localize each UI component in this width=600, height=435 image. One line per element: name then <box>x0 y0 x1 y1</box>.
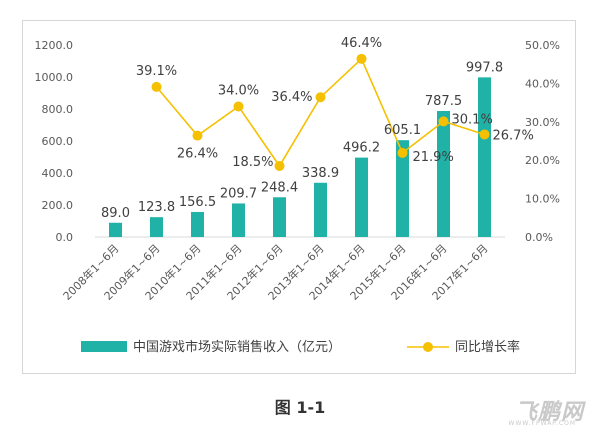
bar-value-label: 338.9 <box>302 166 339 181</box>
growth-point <box>479 129 490 140</box>
bar <box>396 140 409 237</box>
bar-value-label: 496.2 <box>343 141 380 156</box>
y-right-tick-label: 50.0% <box>525 39 560 52</box>
y-right-tick-label: 20.0% <box>525 154 560 167</box>
watermark-url: WWW.FPWAP.COM <box>508 420 576 427</box>
watermark-logo: 飞鹏网 <box>514 400 584 425</box>
bar-value-label: 997.8 <box>466 60 503 75</box>
bar-value-label: 123.8 <box>138 200 175 215</box>
bar <box>437 111 450 237</box>
y-left-tick-label: 800.0 <box>42 103 74 116</box>
y-left-tick-label: 600.0 <box>42 135 74 148</box>
legend-swatch-bars <box>81 341 127 352</box>
y-left-tick-label: 400.0 <box>42 167 74 180</box>
bar <box>314 182 327 237</box>
bar <box>478 77 491 237</box>
legend-swatch-marker <box>423 342 433 352</box>
y-left-tick-label: 0.0 <box>56 231 74 244</box>
chart-svg: 0.0 200.0 400.0 600.0 800.0 1000.0 1200.0 0.0% 1… <box>35 36 560 355</box>
y-right-tick-label: 0.0% <box>525 231 553 244</box>
line-value-label: 36.4% <box>271 90 312 105</box>
line-value-label: 30.1% <box>452 112 493 127</box>
bar-value-label: 248.4 <box>261 180 298 195</box>
bar-value-label: 787.5 <box>425 94 462 109</box>
growth-point <box>274 160 285 171</box>
legend-label-bars: 中国游戏市场实际销售收入（亿元） <box>133 339 341 355</box>
bar <box>150 217 163 237</box>
line-value-label: 18.5% <box>232 155 273 170</box>
bar <box>273 197 286 237</box>
bar-value-label: 89.0 <box>101 206 130 221</box>
bar-value-label: 156.5 <box>179 195 216 210</box>
line-value-label: 34.0% <box>218 83 259 98</box>
growth-point <box>151 81 162 92</box>
y-right-tick-label: 30.0% <box>525 116 560 129</box>
line-value-label: 46.4% <box>341 36 382 51</box>
figure-caption: 图 1-1 <box>274 398 326 417</box>
chart-frame: 0.0 200.0 400.0 600.0 800.0 1000.0 1200.0 0.0% 1… <box>22 20 576 374</box>
bar <box>232 203 245 237</box>
y-left-tick-label: 1000.0 <box>35 71 74 84</box>
legend-label-line: 同比增长率 <box>455 339 520 355</box>
growth-point <box>356 53 367 64</box>
line-value-label: 26.7% <box>493 128 534 143</box>
y-right-tick-label: 40.0% <box>525 77 560 90</box>
bar-value-label: 209.7 <box>220 186 257 201</box>
growth-point <box>233 101 244 112</box>
line-value-label: 21.9% <box>413 150 454 165</box>
growth-point <box>192 130 203 141</box>
y-right-tick-label: 10.0% <box>525 193 560 206</box>
line-value-label: 39.1% <box>136 64 177 79</box>
growth-point <box>397 147 408 158</box>
growth-point <box>315 92 326 103</box>
bar <box>191 211 204 237</box>
bar <box>355 157 368 237</box>
growth-point <box>438 116 449 127</box>
y-left-tick-label: 200.0 <box>42 199 74 212</box>
bar-value-label: 605.1 <box>384 123 421 138</box>
line-value-label: 26.4% <box>177 147 218 162</box>
y-left-tick-label: 1200.0 <box>35 39 74 52</box>
bar <box>109 222 122 237</box>
